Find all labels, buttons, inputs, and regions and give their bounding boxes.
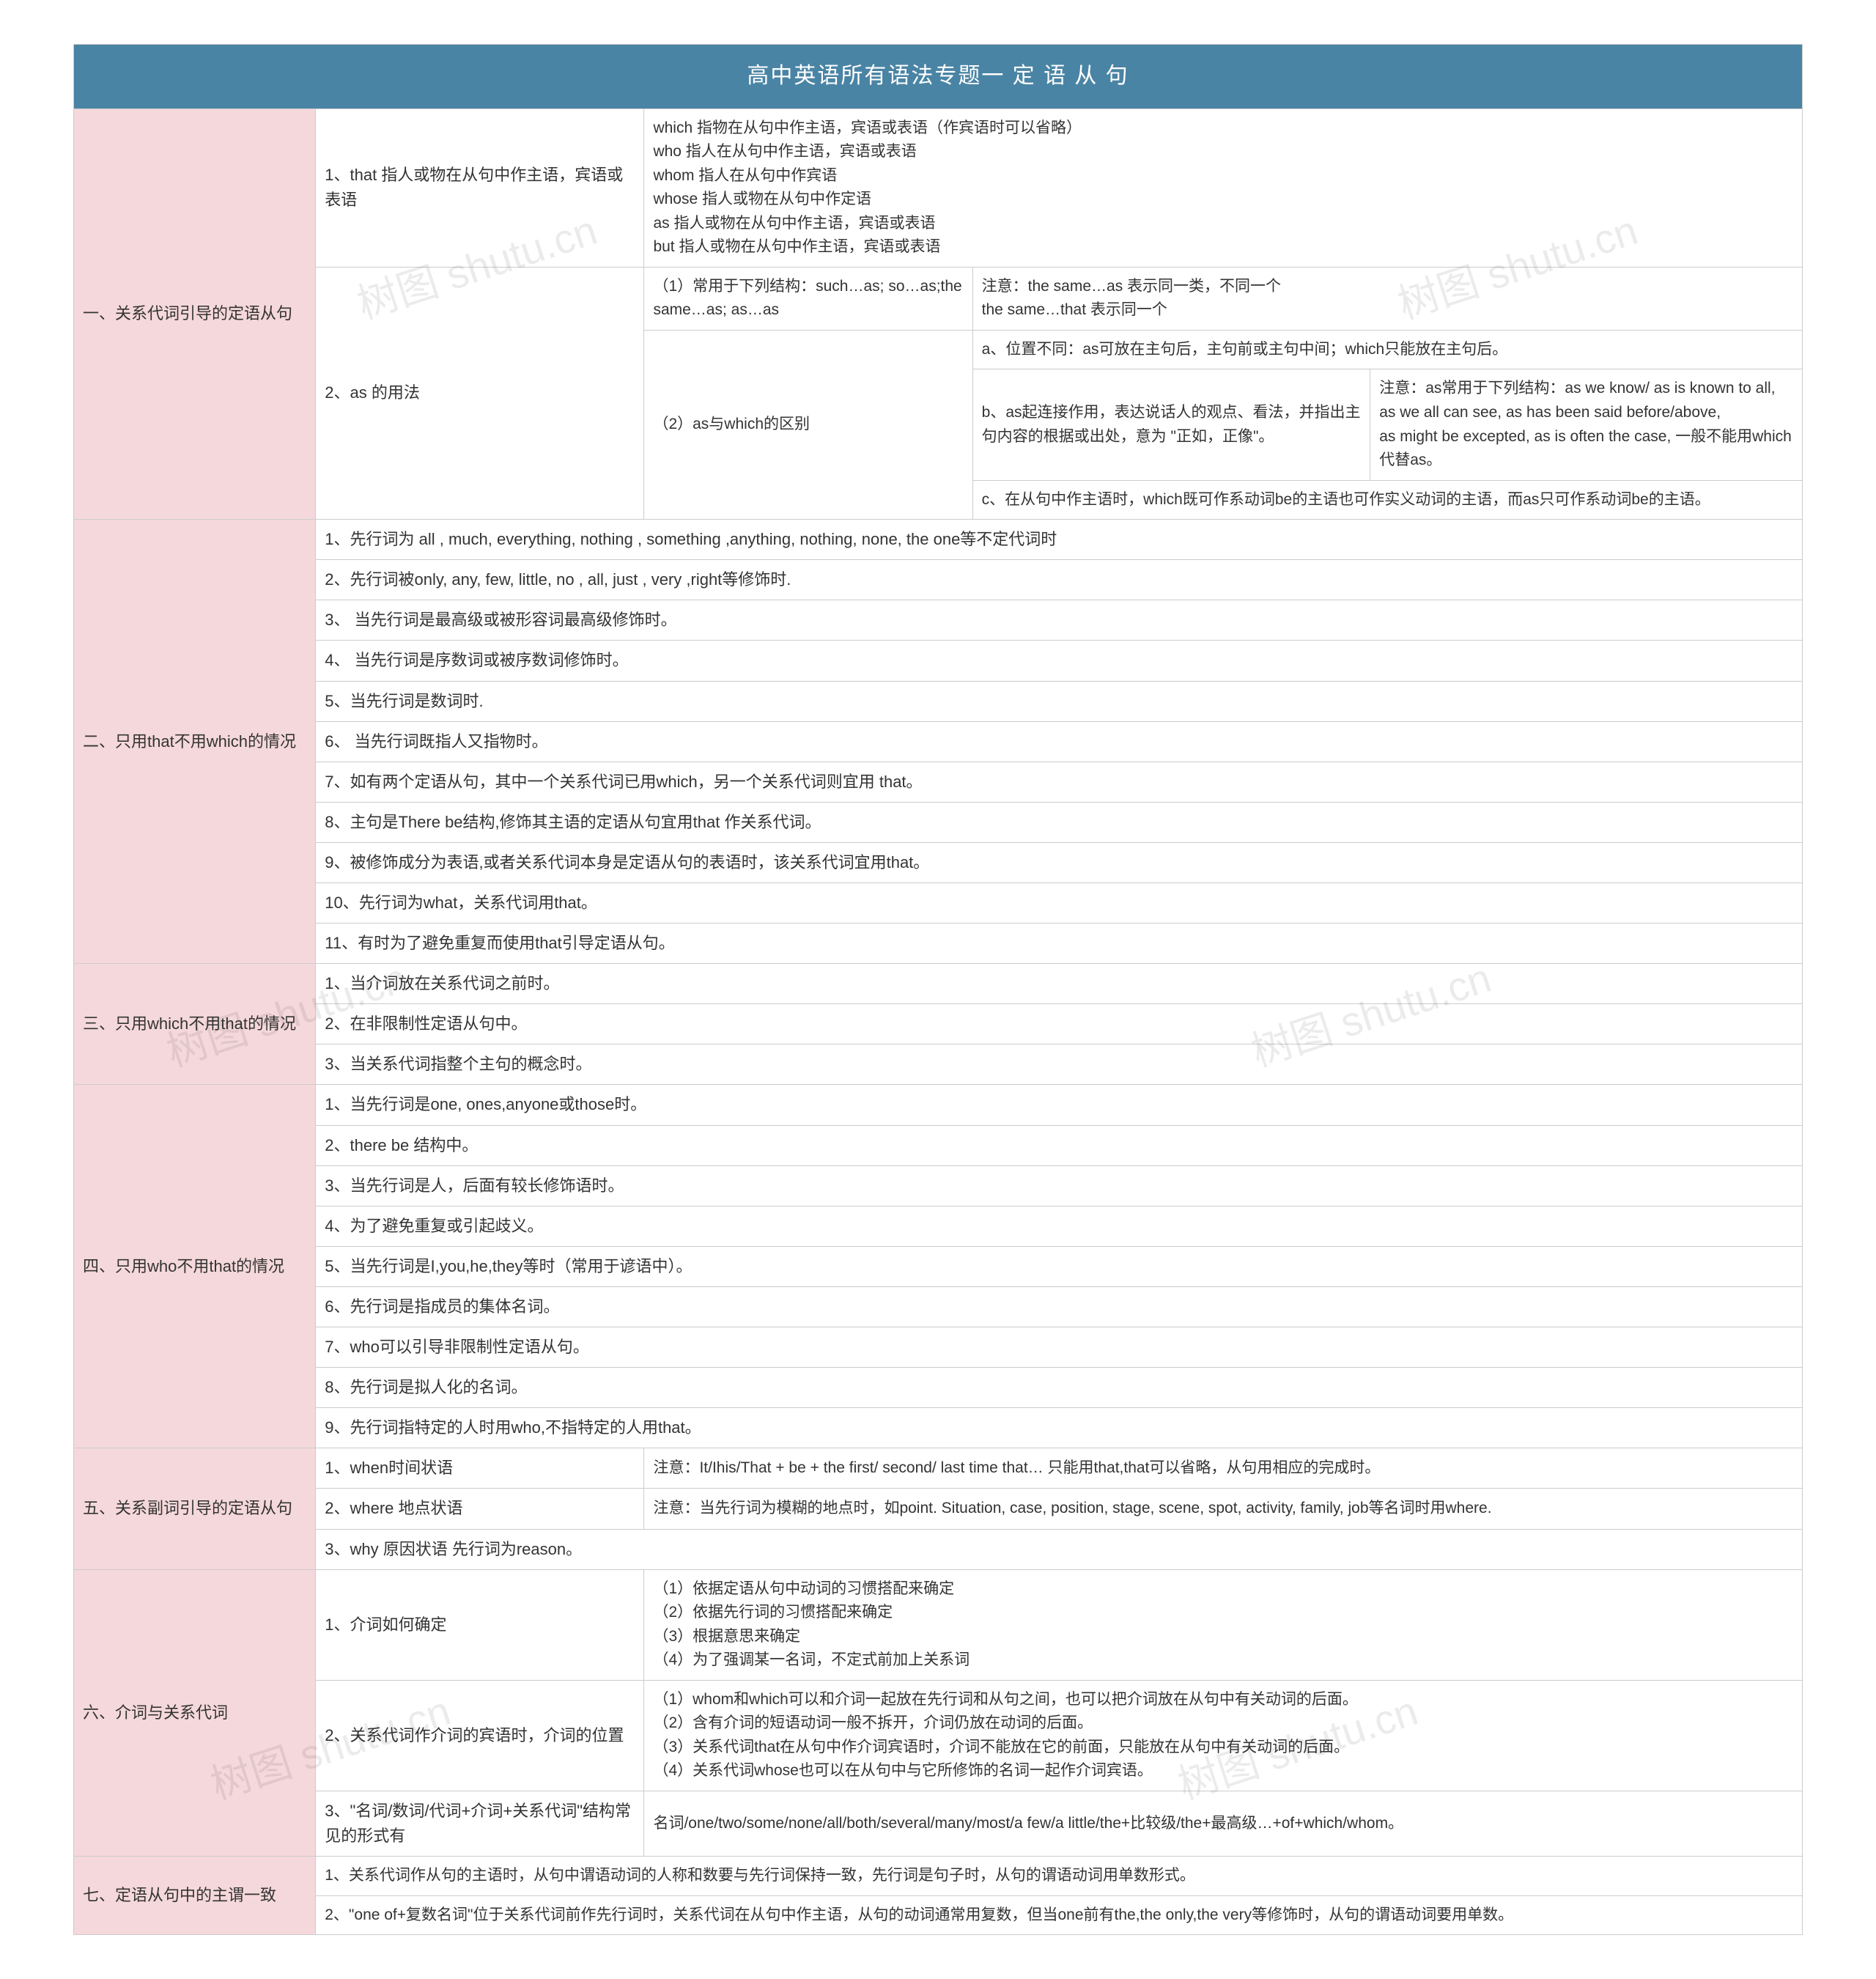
s1-r2c2b-a: a、位置不同：as可放在主句后，主句前或主句中间；which只能放在主句后。 bbox=[972, 330, 1802, 369]
s5-r2a: 2、where 地点状语 bbox=[316, 1489, 644, 1529]
s7-item: 2、"one of+复数名词"位于关系代词前作先行词时，关系代词在从句中作主语，… bbox=[316, 1895, 1803, 1935]
s5-r1b: 注意：It/Ihis/That + be + the first/ second… bbox=[644, 1448, 1803, 1489]
s1-r2c2b-b: b、as起连接作用，表达说话人的观点、看法，并指出主句内容的根据或出处，意为 "… bbox=[972, 369, 1370, 480]
s3-item: 3、当关系代词指整个主句的概念时。 bbox=[316, 1044, 1803, 1085]
section-7-label: 七、定语从句中的主谓一致 bbox=[74, 1857, 316, 1935]
s4-item: 3、当先行词是人，后面有较长修饰语时。 bbox=[316, 1165, 1803, 1206]
s2-item: 8、主句是There be结构,修饰其主语的定语从句宜用that 作关系代词。 bbox=[316, 802, 1803, 842]
s4-item: 8、先行词是拟人化的名词。 bbox=[316, 1368, 1803, 1408]
s6-r3b: 名词/one/two/some/none/all/both/several/ma… bbox=[644, 1791, 1803, 1856]
s6-r1b: （1）依据定语从句中动词的习惯搭配来确定 （2）依据先行词的习惯搭配来确定 （3… bbox=[644, 1569, 1803, 1680]
s5-r3: 3、why 原因状语 先行词为reason。 bbox=[316, 1529, 1803, 1569]
s7-item: 1、关系代词作从句的主语时，从句中谓语动词的人称和数要与先行词保持一致，先行词是… bbox=[316, 1857, 1803, 1896]
s1-r2c1: 2、as 的用法 bbox=[316, 267, 644, 519]
section-4-label: 四、只用who不用that的情况 bbox=[74, 1085, 316, 1448]
s2-item: 6、 当先行词既指人又指物时。 bbox=[316, 721, 1803, 762]
s2-item: 11、有时为了避免重复而使用that引导定语从句。 bbox=[316, 924, 1803, 964]
s2-item: 2、先行词被only, any, few, little, no , all, … bbox=[316, 560, 1803, 600]
grammar-table: 高中英语所有语法专题一 定 语 从 句 一、关系代词引导的定语从句 1、that… bbox=[73, 44, 1803, 1935]
s1-r2c2a-note: 注意：the same…as 表示同一类，不同一个 the same…that … bbox=[972, 267, 1802, 330]
section-2-label: 二、只用that不用which的情况 bbox=[74, 520, 316, 964]
s2-item: 10、先行词为what，关系代词用that。 bbox=[316, 883, 1803, 924]
s2-item: 3、 当先行词是最高级或被形容词最高级修饰时。 bbox=[316, 600, 1803, 641]
s4-item: 5、当先行词是I,you,he,they等时（常用于谚语中）。 bbox=[316, 1246, 1803, 1286]
s2-item: 5、当先行词是数词时. bbox=[316, 681, 1803, 721]
s5-r2b: 注意：当先行词为模糊的地点时，如point. Situation, case, … bbox=[644, 1489, 1803, 1529]
s6-r3a: 3、"名词/数词/代词+介词+关系代词"结构常见的形式有 bbox=[316, 1791, 644, 1856]
s3-item: 2、在非限制性定语从句中。 bbox=[316, 1004, 1803, 1044]
s4-item: 1、当先行词是one, ones,anyone或those时。 bbox=[316, 1085, 1803, 1125]
s1-r2c2b-c: c、在从句中作主语时，which既可作系动词be的主语也可作实义动词的主语，而a… bbox=[972, 480, 1802, 520]
s4-item: 7、who可以引导非限制性定语从句。 bbox=[316, 1327, 1803, 1368]
page-title: 高中英语所有语法专题一 定 语 从 句 bbox=[74, 45, 1803, 109]
section-1-label: 一、关系代词引导的定语从句 bbox=[74, 108, 316, 520]
s4-item: 6、先行词是指成员的集体名词。 bbox=[316, 1286, 1803, 1327]
s2-item: 1、先行词为 all , much, everything, nothing ,… bbox=[316, 520, 1803, 560]
s1-r2c2a: （1）常用于下列结构：such…as; so…as;the same…as; a… bbox=[644, 267, 972, 330]
s1-r1c2: which 指物在从句中作主语，宾语或表语（作宾语时可以省略） who 指人在从… bbox=[644, 108, 1803, 267]
s6-r2a: 2、关系代词作介词的宾语时，介词的位置 bbox=[316, 1680, 644, 1791]
s4-item: 9、先行词指特定的人时用who,不指特定的人用that。 bbox=[316, 1408, 1803, 1448]
s6-r2b: （1）whom和which可以和介词一起放在先行词和从句之间，也可以把介词放在从… bbox=[644, 1680, 1803, 1791]
s4-item: 2、there be 结构中。 bbox=[316, 1125, 1803, 1165]
s1-r2c2b: （2）as与which的区别 bbox=[644, 330, 972, 519]
section-5-label: 五、关系副词引导的定语从句 bbox=[74, 1448, 316, 1569]
s1-r2c2b-b-note: 注意：as常用于下列结构：as we know/ as is known to … bbox=[1370, 369, 1803, 480]
section-3-label: 三、只用which不用that的情况 bbox=[74, 964, 316, 1085]
s5-r1a: 1、when时间状语 bbox=[316, 1448, 644, 1489]
section-6-label: 六、介词与关系代词 bbox=[74, 1569, 316, 1857]
s2-item: 4、 当先行词是序数词或被序数词修饰时。 bbox=[316, 641, 1803, 681]
s2-item: 9、被修饰成分为表语,或者关系代词本身是定语从句的表语时，该关系代词宜用that… bbox=[316, 842, 1803, 882]
s3-item: 1、当介词放在关系代词之前时。 bbox=[316, 964, 1803, 1004]
s6-r1a: 1、介词如何确定 bbox=[316, 1569, 644, 1680]
s1-r1c1: 1、that 指人或物在从句中作主语，宾语或表语 bbox=[316, 108, 644, 267]
s2-item: 7、如有两个定语从句，其中一个关系代词已用which，另一个关系代词则宜用 th… bbox=[316, 762, 1803, 802]
s4-item: 4、为了避免重复或引起歧义。 bbox=[316, 1206, 1803, 1246]
